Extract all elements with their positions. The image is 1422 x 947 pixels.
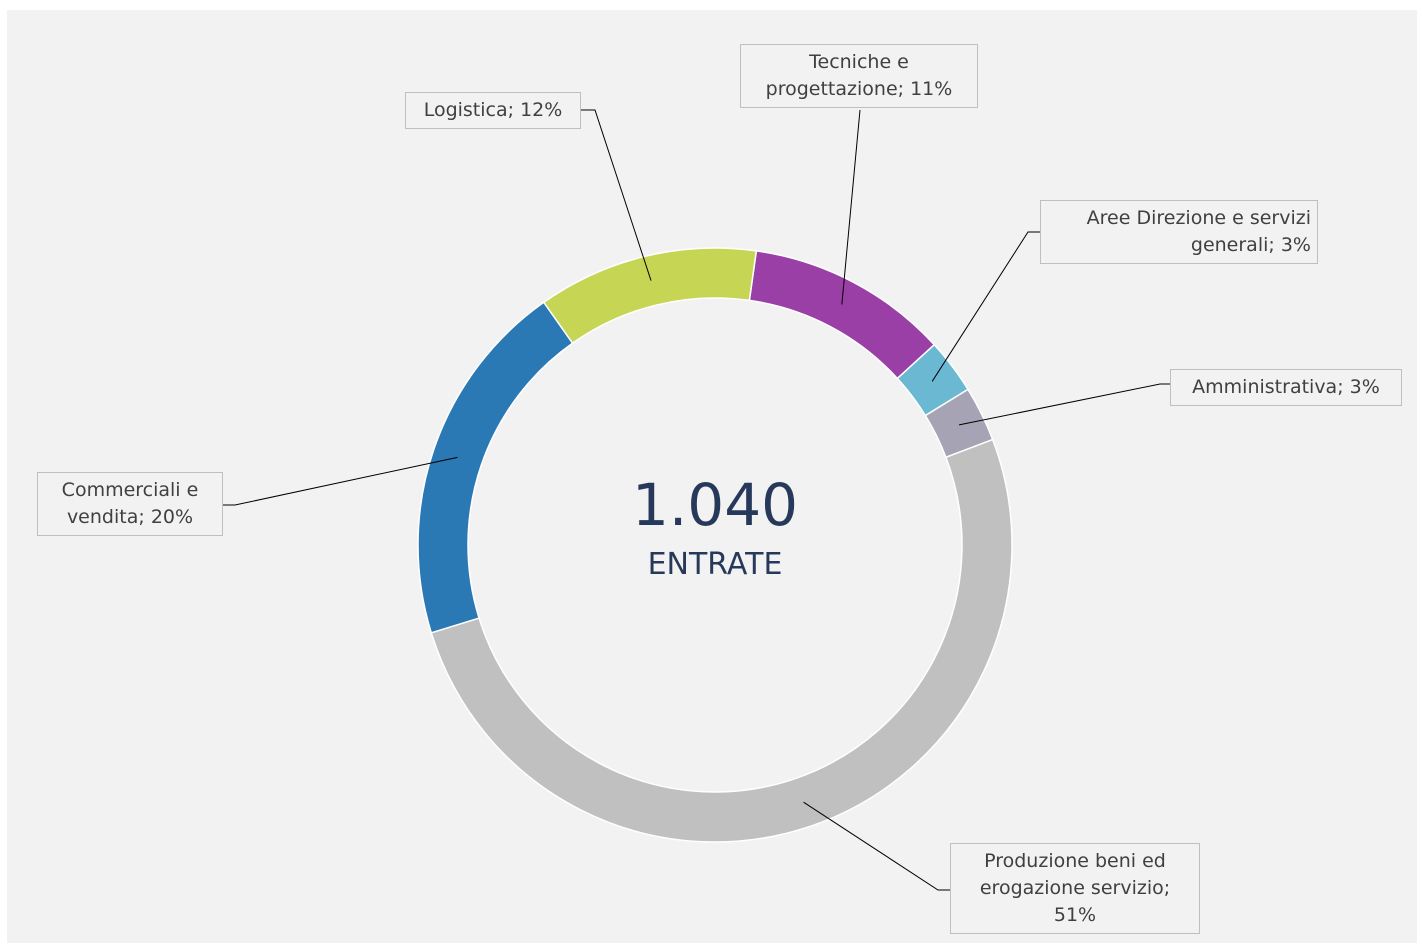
label-category: Aree Direzione e servizi generali bbox=[1086, 207, 1311, 256]
label-separator: ; bbox=[1163, 877, 1171, 899]
leader-line bbox=[581, 109, 652, 281]
data-label: Tecniche e progettazione; 11% bbox=[740, 44, 978, 108]
leader-line bbox=[803, 801, 950, 891]
label-value: 51% bbox=[1053, 904, 1097, 926]
label-value: 3% bbox=[1349, 376, 1380, 398]
label-value: 3% bbox=[1280, 234, 1311, 256]
label-value: 12% bbox=[520, 99, 563, 121]
total-value: 1.040 bbox=[631, 471, 799, 539]
label-category: Logistica bbox=[423, 99, 508, 121]
data-label: Amministrativa; 3% bbox=[1170, 369, 1402, 406]
label-value: 20% bbox=[150, 506, 194, 528]
label-category: Tecniche e progettazione bbox=[765, 51, 909, 100]
donut-segment bbox=[748, 250, 936, 380]
data-label: Produzione beni ed erogazione servizio; … bbox=[950, 843, 1200, 934]
label-separator: ; bbox=[1337, 376, 1344, 398]
data-label: Logistica; 12% bbox=[405, 92, 581, 129]
leader-line bbox=[958, 383, 1170, 426]
leader-line bbox=[223, 456, 458, 506]
label-separator: ; bbox=[1268, 234, 1275, 256]
donut-segment bbox=[430, 438, 1013, 843]
label-category: Produzione beni ed erogazione servizio bbox=[979, 850, 1166, 899]
label-separator: ; bbox=[507, 99, 515, 121]
donut-segment bbox=[542, 247, 758, 345]
chart-area bbox=[7, 10, 1417, 943]
label-separator: ; bbox=[138, 506, 145, 528]
label-category: Commerciali e vendita bbox=[61, 479, 199, 528]
data-label: Aree Direzione e servizi generali; 3% bbox=[1040, 200, 1318, 264]
total-caption: ENTRATE bbox=[647, 547, 783, 582]
data-label: Commerciali e vendita; 20% bbox=[37, 472, 223, 536]
label-value: 11% bbox=[910, 78, 953, 100]
label-separator: ; bbox=[897, 78, 905, 100]
leader-line bbox=[931, 231, 1040, 382]
leader-line bbox=[841, 109, 861, 305]
label-category: Amministrativa bbox=[1192, 376, 1338, 398]
